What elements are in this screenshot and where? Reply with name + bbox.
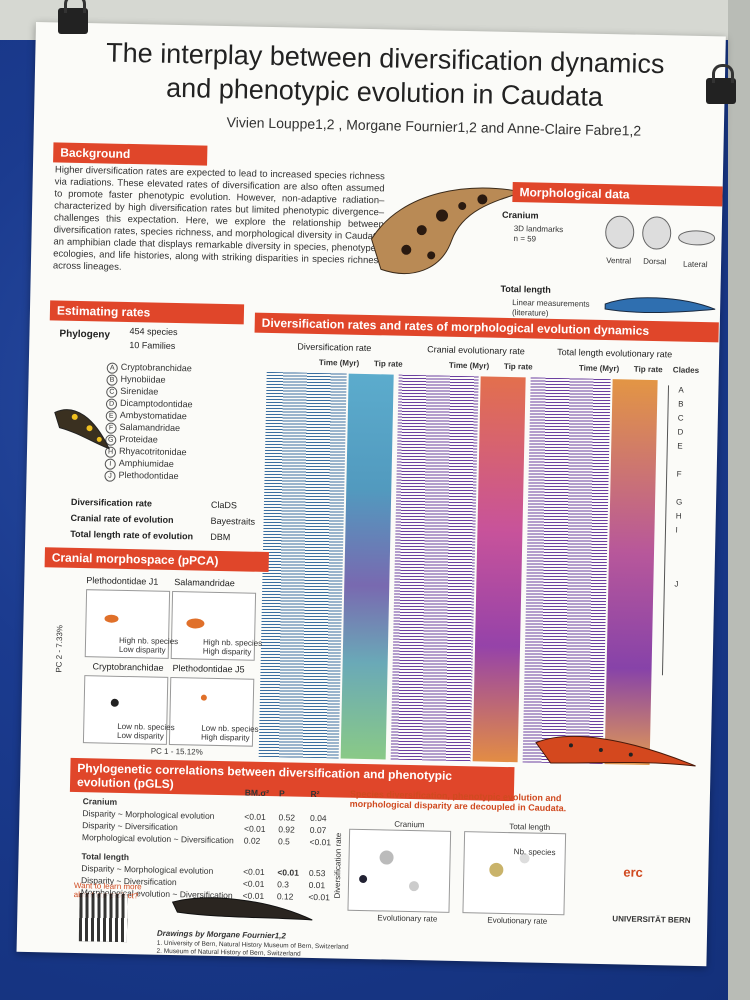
species-count: 454 species (129, 326, 178, 338)
phylogeny-tree-diversification (258, 371, 347, 759)
panel-title-total-length: Total length evolutionary rate (557, 346, 673, 360)
estimating-rates-heading: Estimating rates (49, 300, 245, 325)
background-heading: Background (53, 142, 208, 166)
panel-title-cranial: Cranial evolutionary rate (427, 344, 525, 357)
morphospace-plot-title: Salamandridae (174, 577, 235, 589)
clade-item: J Plethodontidae (104, 470, 191, 484)
families-count: 10 Families (129, 340, 176, 351)
morphological-data-heading: Morphological data (512, 182, 726, 207)
point (408, 881, 420, 892)
method-cranial: Bayestraits (210, 515, 256, 527)
cluster (110, 698, 119, 707)
black-salamander-drawing (171, 897, 313, 921)
x-axis-label: Evolutionary rate (377, 913, 438, 924)
method-diversification: ClaDS (210, 499, 238, 511)
panel-title-diversification: Diversification rate (297, 341, 372, 354)
newt-drawing (604, 297, 716, 314)
tip-rate-label: Tip rate (633, 364, 663, 375)
note: Low disparity (118, 644, 166, 655)
cluster (200, 694, 207, 701)
authors: Vivien Louppe1,2 , Morgane Fournier1,2 a… (226, 114, 642, 139)
conclusion: Species diversification, phenotypic evol… (349, 788, 567, 814)
cranium-label: Cranium (501, 209, 539, 221)
morphospace-plot-title: Plethodontidae J1 (86, 575, 159, 587)
binder-clip-right (706, 64, 736, 104)
scatter-title: Total length (509, 822, 551, 832)
poster-title: The interplay between diversification dy… (105, 37, 665, 112)
morphospace-plot-title: Cryptobranchidae (92, 661, 164, 673)
unibe-logo: UNIVERSITÄT BERN (612, 914, 691, 925)
cranium-detail-1: 3D landmarks (513, 224, 564, 235)
board-frame (728, 0, 750, 1000)
binder-clip-left (58, 0, 88, 34)
scatter-cranium (347, 828, 452, 913)
view-dorsal: Dorsal (643, 256, 667, 267)
cluster (186, 618, 205, 629)
tl-detail-2: (literature) (511, 308, 549, 318)
cluster (104, 614, 119, 623)
method-diversification-label: Diversification rate (70, 496, 153, 509)
point (359, 874, 368, 884)
spotted-salamander-drawing (370, 187, 525, 274)
time-label: Time (Myr) (448, 360, 490, 371)
cranium-detail-2: n = 59 (513, 234, 537, 244)
drawings-credit: Drawings by Morgane Fournier1,2 (156, 928, 286, 941)
phylogeny-label: Phylogeny (59, 328, 111, 341)
note: Low disparity (116, 730, 164, 741)
tip-rate-bars-cranial (472, 376, 526, 763)
pc2-axis: PC 2 - 7.33% (54, 624, 65, 673)
x-axis-label: Evolutionary rate (487, 915, 548, 926)
tip-rate-bars-diversification (340, 373, 394, 760)
time-label: Time (Myr) (318, 358, 360, 368)
point (379, 850, 394, 865)
fire-salamander-drawing (54, 409, 111, 450)
tip-rate-bars-total-length (604, 379, 658, 766)
point (489, 862, 504, 877)
background-text: Higher diversification rates are expecte… (52, 164, 385, 273)
erc-logo: erc (623, 864, 644, 880)
red-salamander-drawing (535, 735, 696, 767)
clades-label: Clades (672, 365, 700, 375)
note: High disparity (200, 732, 250, 743)
phylogeny-tree-cranial (390, 374, 479, 762)
tip-rate-label: Tip rate (373, 359, 403, 369)
scatter-legend: Nb. species (513, 847, 556, 858)
morphospace-heading: Cranial morphospace (pPCA) (44, 547, 269, 572)
clade-markers (661, 385, 670, 676)
skull-views-drawing (605, 215, 716, 250)
tip-rate-label: Tip rate (503, 361, 533, 372)
scatter-total-length (462, 831, 567, 916)
y-axis-label: Diversification rate (332, 832, 344, 899)
method-cranial-label: Cranial rate of evolution (70, 512, 174, 525)
note: High disparity (202, 646, 252, 657)
qr-code[interactable] (78, 893, 128, 943)
total-length-label: Total length (500, 283, 551, 295)
poster: The interplay between diversification dy… (16, 22, 726, 967)
tl-detail-1: Linear measurements (512, 298, 590, 309)
method-total-length: DBM (210, 531, 231, 543)
view-ventral: Ventral (606, 255, 632, 266)
time-label: Time (Myr) (578, 363, 620, 374)
view-lateral: Lateral (682, 259, 708, 270)
morphospace-plot-title: Plethodontidae J5 (172, 663, 245, 675)
scatter-title: Cranium (394, 819, 425, 830)
phylogeny-tree-total-length (522, 377, 611, 765)
method-total-length-label: Total length rate of evolution (70, 528, 194, 542)
pc1-axis: PC 1 - 15.12% (150, 746, 203, 757)
